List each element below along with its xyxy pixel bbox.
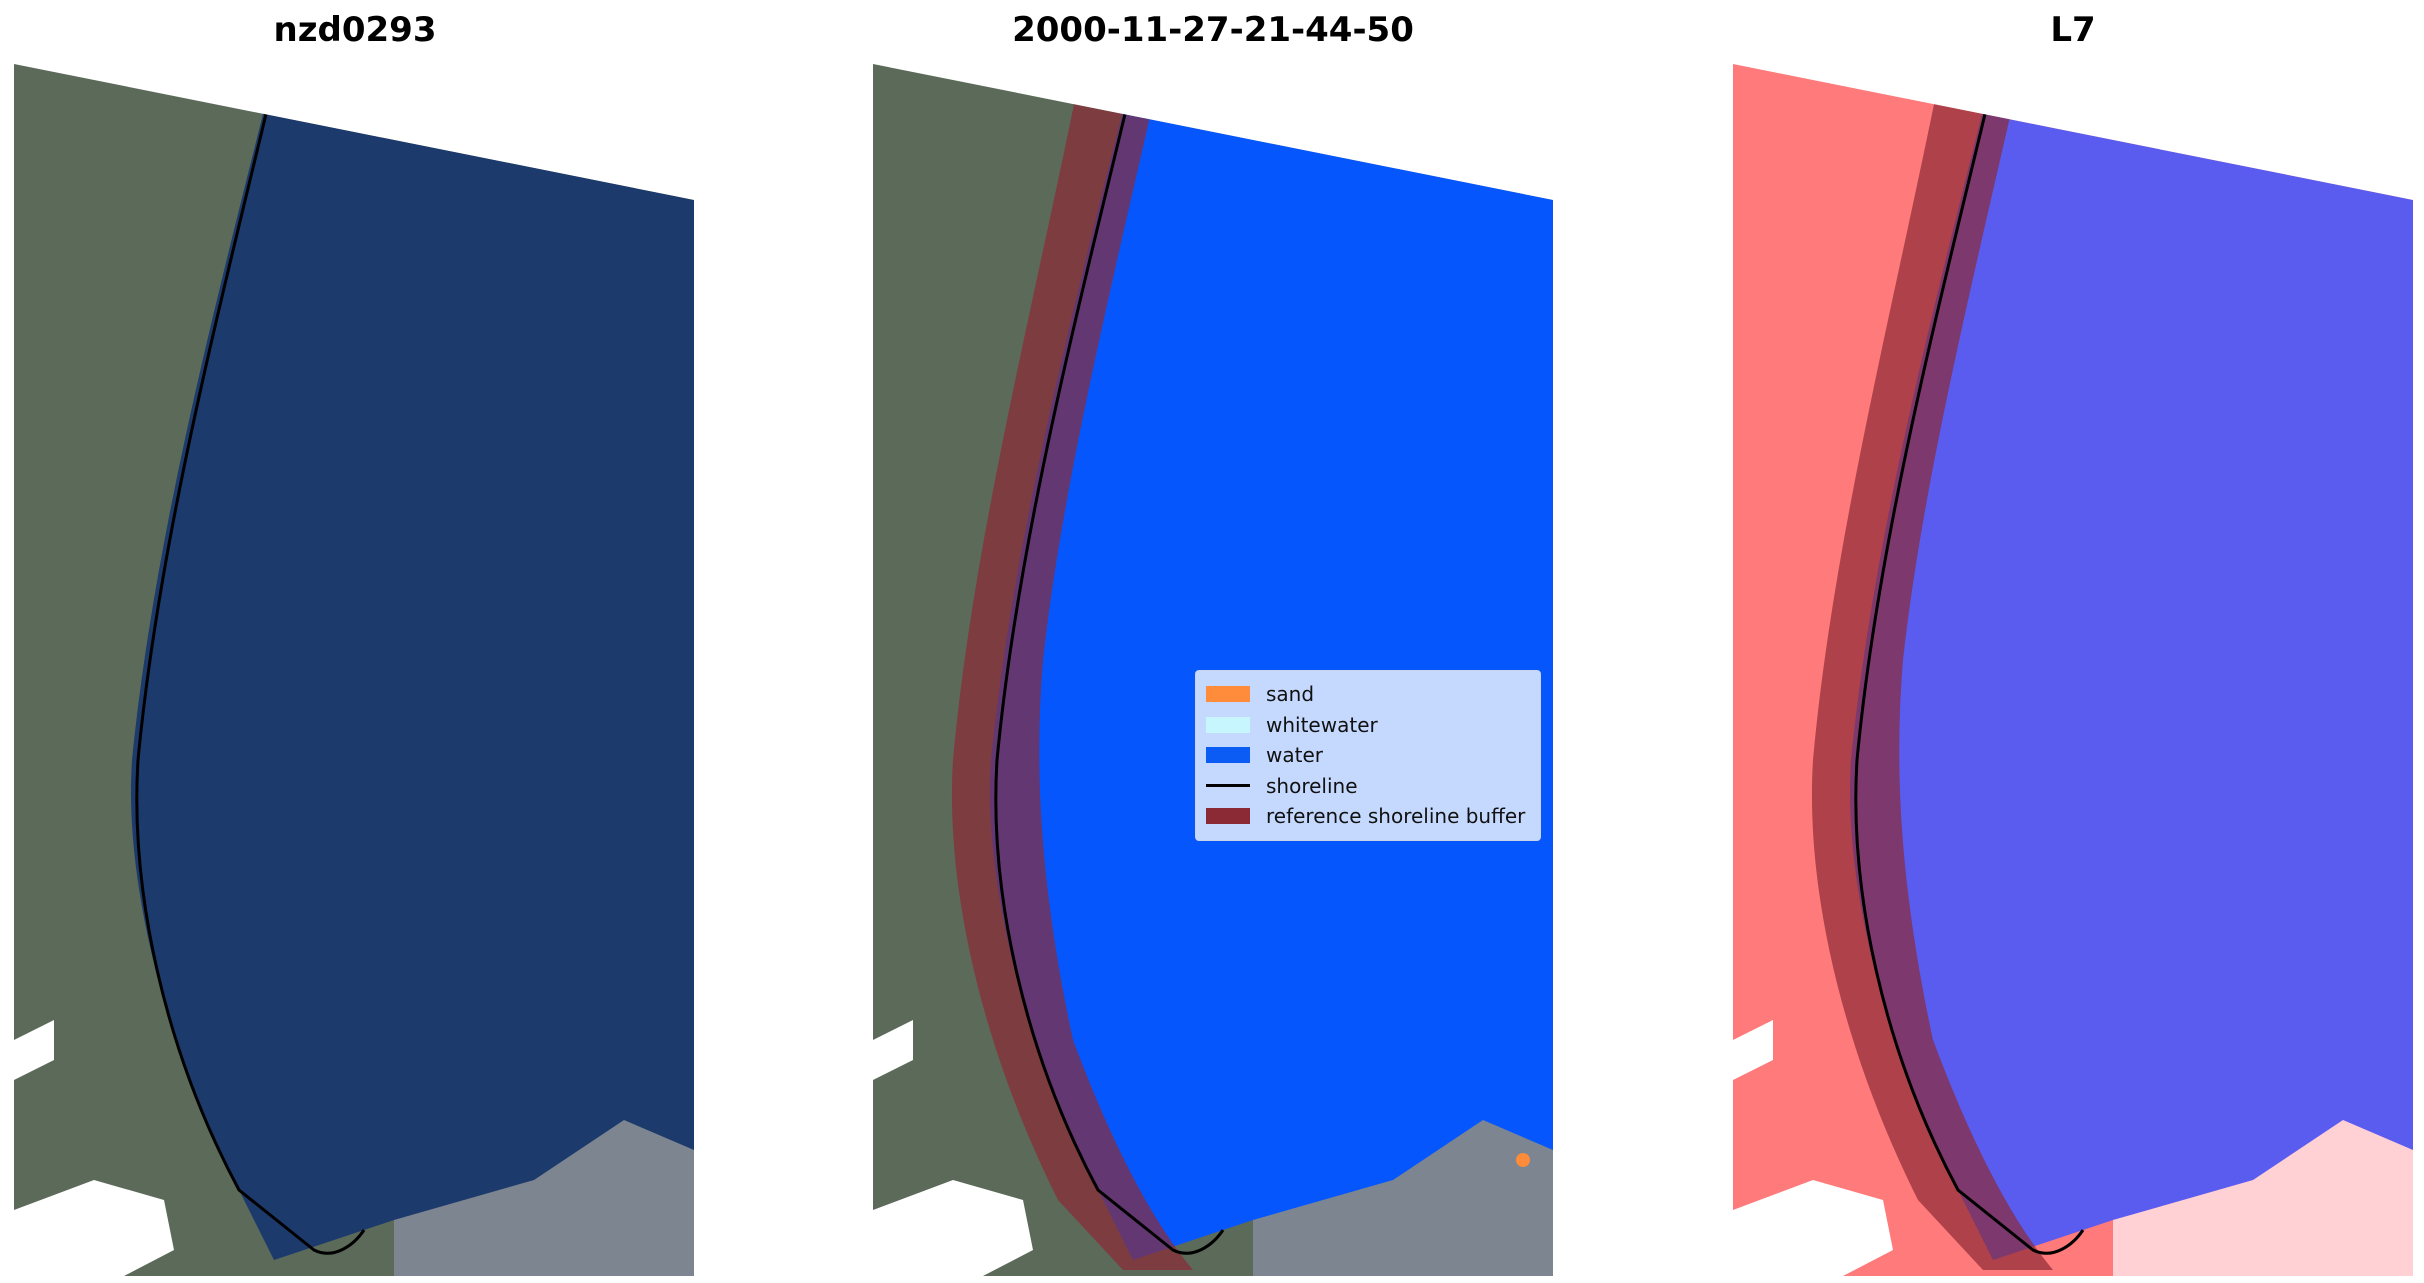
shoreline [135, 113, 366, 1255]
legend-swatch-whitewater [1206, 716, 1250, 733]
nodata-blob [14, 1020, 174, 1276]
shoreline [994, 113, 1225, 1255]
legend: sand whitewater water shoreline referenc… [1195, 670, 1541, 841]
legend-item-shoreline: shoreline [1206, 771, 1530, 802]
legend-line-shoreline [1206, 784, 1250, 788]
legend-item-water: water [1206, 740, 1530, 771]
legend-label: sand [1266, 682, 1315, 707]
rgb-image-panel [14, 60, 718, 1276]
legend-item-reference-buffer: reference shoreline buffer [1206, 801, 1530, 832]
port-area [1253, 1120, 1553, 1276]
legend-swatch-buffer [1206, 808, 1250, 825]
legend-swatch-sand [1206, 686, 1250, 703]
panel-title-rgb: nzd0293 [273, 10, 437, 50]
port-area [394, 1120, 694, 1276]
panel-title-classification: 2000-11-27-21-44-50 [1012, 10, 1414, 50]
shoreline [1854, 113, 2085, 1255]
sand-patch [1516, 1153, 1530, 1167]
nodata-blob [1733, 1020, 1893, 1276]
index-port [2113, 1120, 2413, 1276]
ocean-area [130, 110, 694, 1260]
legend-item-sand: sand [1206, 679, 1530, 710]
index-panel [1733, 60, 2424, 1276]
classification-panel [873, 60, 1577, 1276]
legend-label: shoreline [1266, 773, 1358, 798]
legend-item-whitewater: whitewater [1206, 710, 1530, 741]
nodata-blob [873, 1020, 1033, 1276]
legend-swatch-water [1206, 747, 1250, 764]
shoreline-buffer [1811, 64, 2053, 1270]
shoreline-buffer [951, 64, 1193, 1270]
legend-label: reference shoreline buffer [1266, 804, 1526, 829]
legend-label: water [1266, 743, 1323, 768]
index-water [1849, 110, 2413, 1260]
panel-title-index: L7 [2050, 10, 2096, 50]
legend-label: whitewater [1266, 712, 1378, 737]
